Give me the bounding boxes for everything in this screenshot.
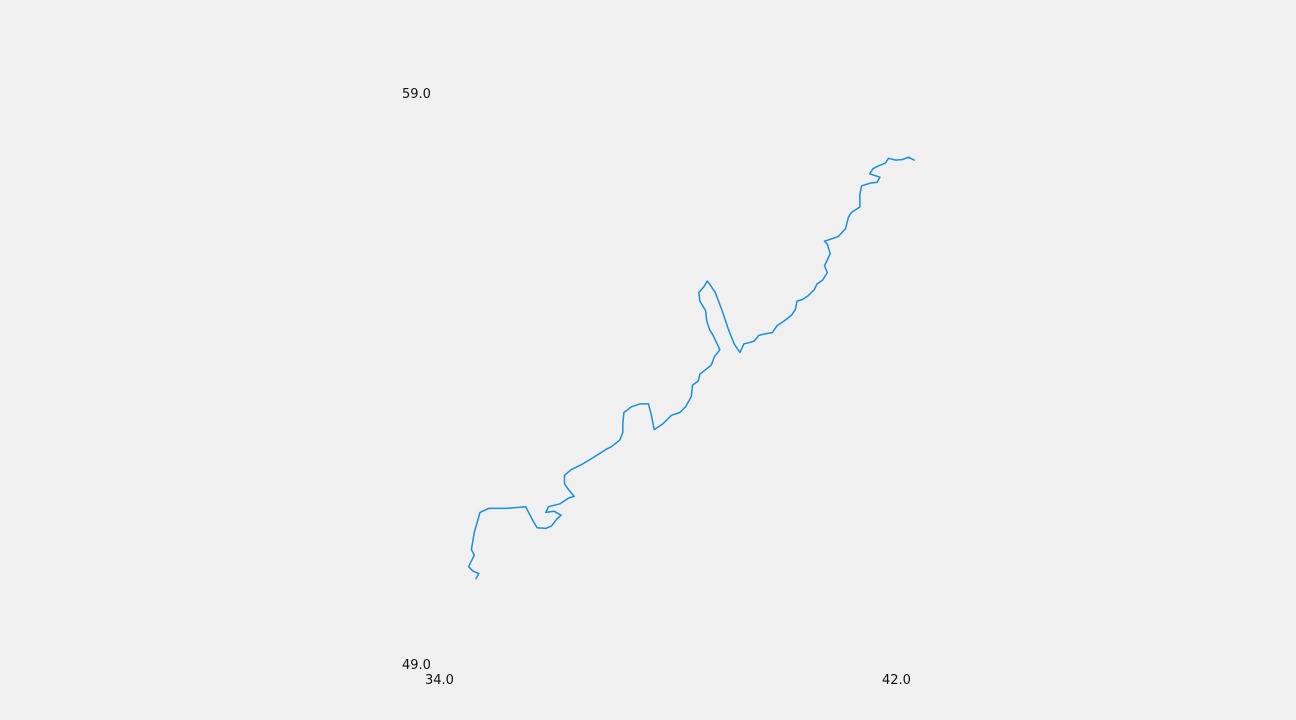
route-line <box>467 156 915 580</box>
lon-min-label: 34.0 <box>425 673 454 688</box>
lat-min-label: 49.0 <box>402 658 431 673</box>
lat-max-label: 59.0 <box>402 87 431 102</box>
lon-max-label: 42.0 <box>882 673 911 688</box>
